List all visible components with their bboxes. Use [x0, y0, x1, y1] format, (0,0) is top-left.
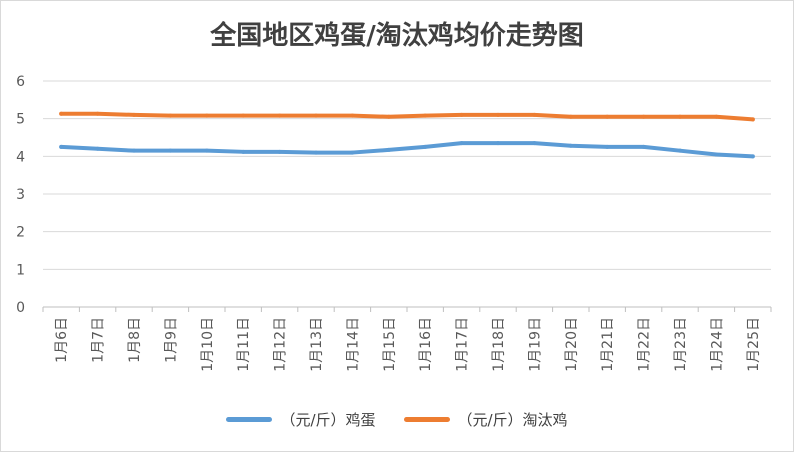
legend-label-culled-hen: （元/斤）淘汰鸡 — [457, 411, 568, 429]
legend-label-egg: （元/斤）鸡蛋 — [280, 411, 376, 429]
legend: （元/斤）鸡蛋 （元/斤）淘汰鸡 — [1, 409, 793, 430]
x-tick-label: 1月10日 — [200, 317, 216, 372]
data-point — [714, 114, 719, 119]
x-tick-label: 1月14日 — [345, 317, 361, 372]
data-point — [568, 143, 573, 148]
data-point — [350, 113, 355, 118]
series-egg — [59, 141, 755, 159]
data-point — [423, 113, 428, 118]
data-point — [568, 114, 573, 119]
x-tick-label: 1月19日 — [527, 317, 543, 372]
x-tick-label: 1月8日 — [127, 317, 143, 363]
x-tick-label: 1月13日 — [309, 317, 325, 372]
data-point — [532, 112, 537, 117]
y-tick-label: 2 — [16, 225, 25, 241]
data-point — [459, 141, 464, 146]
data-point — [532, 141, 537, 146]
legend-swatch-culled-hen — [403, 417, 450, 422]
data-point — [750, 117, 755, 122]
series-culled-hen — [59, 111, 755, 122]
x-axis-ticks: 1月6日 1月7日 1月8日 1月9日 1月10日 1月11日 1月12日 1月13日 1月14… — [42, 307, 772, 372]
x-tick-label: 1月22日 — [637, 317, 653, 372]
y-tick-label: 1 — [16, 262, 25, 278]
data-point — [241, 113, 246, 118]
data-point — [132, 148, 136, 153]
data-point — [168, 113, 173, 118]
series-lines — [59, 111, 755, 159]
data-point — [459, 112, 464, 117]
x-tick-label: 1月23日 — [673, 317, 689, 372]
data-point — [678, 114, 682, 119]
y-axis-ticks: 0 1 2 3 4 5 6 — [16, 74, 25, 316]
data-point — [714, 152, 719, 157]
series-line — [59, 111, 755, 122]
data-point — [641, 144, 646, 149]
data-point — [204, 148, 209, 153]
x-tick-label: 1月12日 — [273, 317, 289, 372]
data-point — [386, 147, 391, 152]
data-point — [277, 149, 282, 154]
chart-title: 全国地区鸡蛋/淘汰鸡均价走势图 — [210, 21, 584, 51]
data-point — [277, 113, 282, 118]
data-point — [605, 114, 610, 119]
data-point — [496, 112, 500, 117]
data-point — [496, 141, 500, 146]
x-tick-label: 1月20日 — [564, 317, 580, 372]
data-point — [241, 149, 246, 154]
x-tick-label: 1月7日 — [91, 317, 107, 363]
x-tick-label: 1月9日 — [163, 317, 179, 363]
x-tick-label: 1月24日 — [709, 317, 725, 372]
data-point — [641, 114, 646, 119]
y-tick-label: 3 — [16, 187, 25, 203]
legend-item-culled-hen: （元/斤）淘汰鸡 — [403, 409, 568, 430]
data-point — [95, 111, 100, 116]
x-tick-label: 1月18日 — [491, 317, 507, 372]
data-point — [423, 144, 428, 149]
x-tick-label: 1月11日 — [236, 317, 252, 372]
data-point — [314, 150, 318, 155]
data-point — [168, 148, 173, 153]
x-tick-label: 1月6日 — [54, 317, 70, 363]
x-tick-label: 1月21日 — [600, 317, 616, 372]
data-point — [59, 144, 64, 149]
data-point — [350, 150, 355, 155]
y-tick-label: 6 — [16, 74, 25, 90]
data-point — [314, 113, 318, 118]
x-tick-label: 1月25日 — [746, 317, 762, 372]
y-tick-label: 5 — [16, 112, 25, 128]
data-point — [750, 154, 755, 159]
data-point — [678, 148, 682, 153]
data-point — [386, 114, 391, 119]
y-tick-label: 0 — [16, 300, 25, 316]
x-tick-label: 1月15日 — [382, 317, 398, 372]
data-point — [132, 112, 136, 117]
series-line — [59, 141, 755, 159]
data-point — [59, 111, 64, 116]
x-tick-label: 1月17日 — [455, 317, 471, 372]
x-tick-label: 1月16日 — [418, 317, 434, 372]
legend-swatch-egg — [226, 417, 273, 422]
data-point — [95, 146, 100, 151]
data-point — [605, 144, 610, 149]
y-tick-label: 4 — [16, 149, 25, 165]
legend-item-egg: （元/斤）鸡蛋 — [226, 409, 376, 430]
data-point — [204, 113, 209, 118]
